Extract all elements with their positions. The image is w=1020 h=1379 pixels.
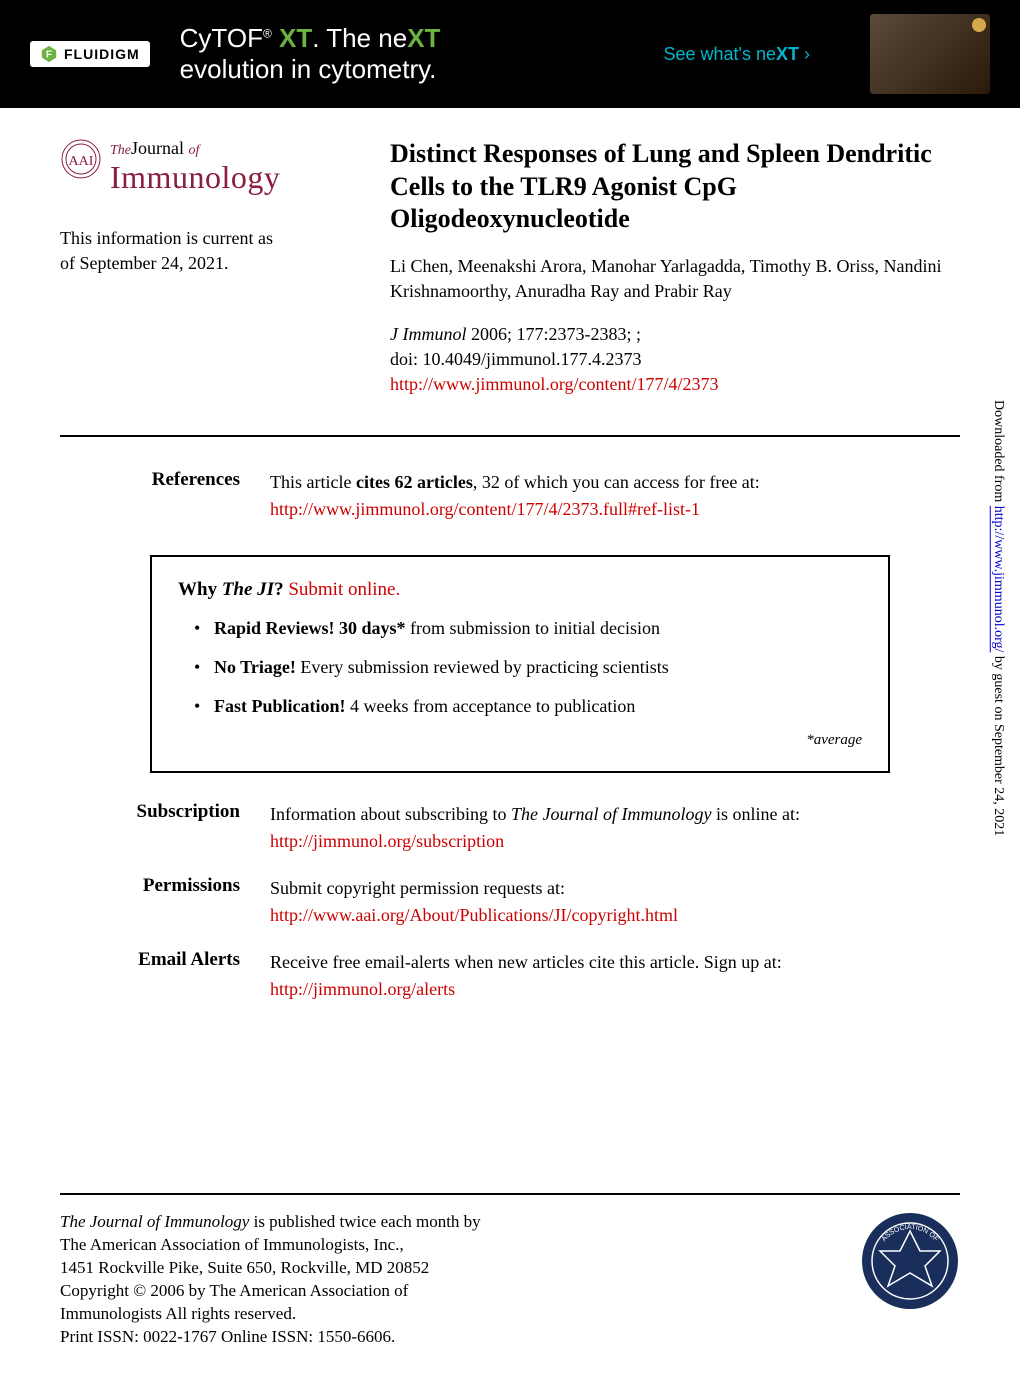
svg-text:F: F — [46, 50, 52, 61]
permissions-label: Permissions — [60, 875, 240, 929]
why-the-ji-box: Why The JI? Submit online. Rapid Reviews… — [150, 555, 890, 773]
authors: Li Chen, Meenakshi Arora, Manohar Yarlag… — [390, 254, 960, 304]
article-url-link[interactable]: http://www.jimmunol.org/content/177/4/23… — [390, 374, 719, 394]
average-footnote: *average — [178, 732, 862, 749]
references-label: References — [60, 469, 240, 523]
jimmunol-org-link[interactable]: http://www.jimmunol.org/ — [991, 506, 1006, 653]
permissions-url-link[interactable]: http://www.aai.org/About/Publications/JI… — [270, 905, 678, 925]
references-body: This article cites 62 articles, 32 of wh… — [270, 469, 960, 523]
submit-online-link[interactable]: Submit online. — [288, 579, 400, 600]
aai-seal-icon: AAI — [60, 138, 102, 180]
citation: J Immunol 2006; 177:2373-2383; ; doi: 10… — [390, 322, 960, 398]
permissions-row: Permissions Submit copyright permission … — [0, 865, 1020, 939]
why-item-rapid: Rapid Reviews! 30 days* from submission … — [194, 615, 862, 642]
fluidigm-hex-icon: F — [40, 45, 58, 63]
fluidigm-text: FLUIDIGM — [64, 46, 140, 62]
footer-divider — [60, 1193, 960, 1195]
article-meta: Distinct Responses of Lung and Spleen De… — [390, 138, 960, 397]
email-alerts-label: Email Alerts — [60, 949, 240, 1003]
divider — [60, 435, 960, 437]
why-item-triage: No Triage! Every submission reviewed by … — [194, 654, 862, 681]
footer-text: The Journal of Immunology is published t… — [60, 1211, 481, 1349]
subscription-body: Information about subscribing to The Jou… — [270, 801, 960, 855]
subscription-url-link[interactable]: http://jimmunol.org/subscription — [270, 831, 504, 851]
footer: The Journal of Immunology is published t… — [0, 1211, 1020, 1379]
subscription-label: Subscription — [60, 801, 240, 855]
banner-headline: CyTOF® XT. The neXT evolution in cytomet… — [180, 23, 441, 85]
journal-header: AAI TheJournal of Immunology This inform… — [0, 108, 1020, 417]
email-alerts-body: Receive free email-alerts when new artic… — [270, 949, 960, 1003]
journal-logo-block: AAI TheJournal of Immunology This inform… — [60, 138, 340, 397]
fluidigm-logo: F FLUIDIGM — [30, 41, 150, 67]
email-alerts-url-link[interactable]: http://jimmunol.org/alerts — [270, 979, 455, 999]
see-whats-next-link[interactable]: See what's neXT › — [663, 44, 810, 65]
references-row: References This article cites 62 article… — [0, 455, 1020, 537]
product-photo — [870, 14, 990, 94]
why-item-fast: Fast Publication! 4 weeks from acceptanc… — [194, 693, 862, 720]
why-list: Rapid Reviews! 30 days* from submission … — [178, 615, 862, 720]
references-url-link[interactable]: http://www.jimmunol.org/content/177/4/23… — [270, 499, 700, 519]
svg-text:AAI: AAI — [69, 154, 94, 169]
current-info: This information is current as of Septem… — [60, 226, 340, 276]
permissions-body: Submit copyright permission requests at:… — [270, 875, 960, 929]
aai-footer-badge-icon: ASSOCIATION OF — [860, 1211, 960, 1311]
email-alerts-row: Email Alerts Receive free email-alerts w… — [0, 939, 1020, 1013]
article-title: Distinct Responses of Lung and Spleen De… — [390, 138, 960, 236]
ad-banner[interactable]: F FLUIDIGM CyTOF® XT. The neXT evolution… — [0, 0, 1020, 108]
product-badge-icon — [972, 18, 986, 32]
download-source-text: Downloaded from http://www.jimmunol.org/… — [990, 400, 1006, 836]
subscription-row: Subscription Information about subscribi… — [0, 791, 1020, 865]
